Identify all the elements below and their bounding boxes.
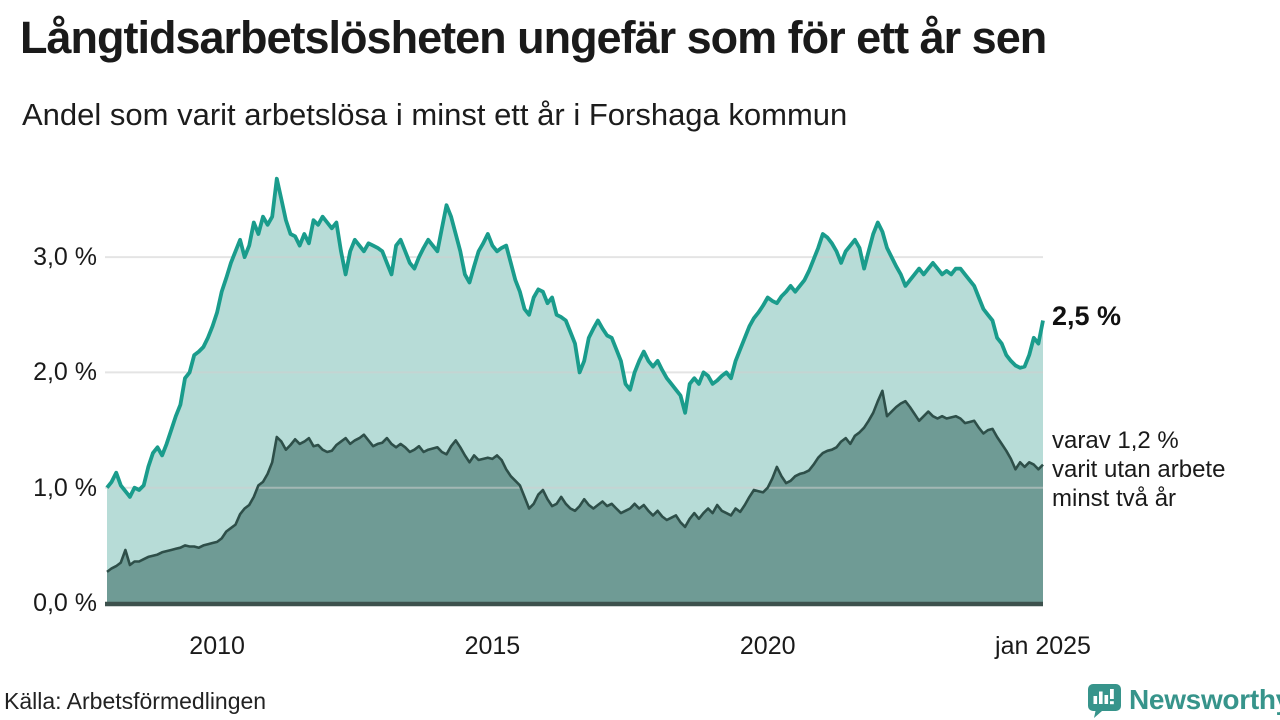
- page-subtitle: Andel som varit arbetslösa i minst ett å…: [22, 97, 848, 132]
- y-axis-tick-label: 0,0 %: [33, 589, 97, 617]
- series-end-value-label: 2,5 %: [1052, 301, 1122, 331]
- secondary-annotation-line: minst två år: [1052, 485, 1177, 512]
- secondary-annotation-line: varav 1,2 %: [1052, 427, 1179, 454]
- primary-series-area: [107, 178, 1043, 603]
- x-axis-tick-label: 2010: [189, 632, 245, 660]
- secondary-series-area: [107, 390, 1043, 603]
- secondary-series-annotation: varav 1,2 % varit utan arbete minst två …: [1052, 426, 1225, 513]
- x-axis-tick-label: 2020: [739, 632, 796, 660]
- y-axis-tick-label: 1,0 %: [33, 473, 97, 502]
- secondary-series-line: [106, 389, 1044, 573]
- source-credit: Källa: Arbetsförmedlingen: [4, 688, 267, 714]
- newsworthy-logo-icon: [1088, 684, 1121, 718]
- secondary-annotation-line: varit utan arbete: [1052, 456, 1226, 483]
- page-title: Långtidsarbetslösheten ungefär som för e…: [20, 12, 1047, 63]
- x-axis-tick-label: jan 2025: [995, 632, 1091, 660]
- newsworthy-logo: Newsworthy: [1086, 682, 1280, 718]
- primary-series-line: [105, 176, 1045, 499]
- y-axis-tick-label: 2,0 %: [33, 358, 97, 387]
- x-axis-tick-label: 2015: [464, 632, 521, 660]
- newsworthy-logo-text: Newsworthy: [1129, 684, 1280, 715]
- y-axis-tick-label: 3,0 %: [33, 243, 97, 272]
